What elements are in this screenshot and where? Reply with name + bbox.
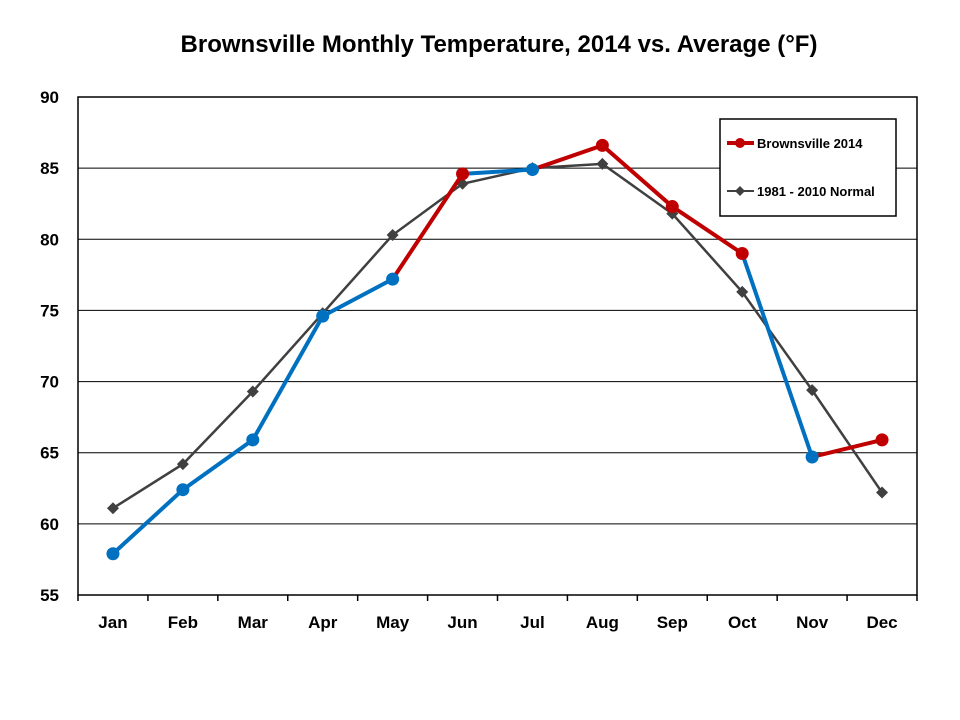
y-tick-label: 65 [40,444,59,463]
data-point-2014 [665,200,679,214]
data-point-2014 [456,167,470,181]
x-tick-label: Oct [728,613,757,632]
series-normal [106,157,889,515]
gridlines [78,167,917,525]
series-segment-2014 [670,204,745,256]
data-point-2014 [246,433,260,447]
x-tick-label: Jan [98,613,127,632]
series-line-normal [112,162,884,510]
data-point-2014 [805,450,819,464]
data-point-2014 [525,163,539,177]
series-segment-2014 [320,277,395,319]
legend: Brownsville 2014 1981 - 2010 Normal [719,118,897,217]
x-axis: Jan Feb Mar Apr May Jun Jul Aug Sep Oct Nov Dec [77,595,918,632]
series-2014 [106,138,889,561]
series-segment-2014 [250,314,325,442]
legend-marker-normal [735,186,745,196]
y-tick-label: 60 [40,515,59,534]
x-tick-label: Dec [866,613,897,632]
legend-box [719,118,897,217]
x-tick-label: Sep [657,613,688,632]
y-tick-label: 90 [40,88,59,107]
legend-label-normal: 1981 - 2010 Normal [757,184,875,199]
x-tick-label: Nov [796,613,829,632]
data-point-normal [736,285,749,298]
x-tick-label: Aug [586,613,619,632]
x-tick-label: Jul [520,613,545,632]
x-tick-label: Mar [238,613,269,632]
data-point-normal [176,458,189,471]
data-point-normal [806,384,819,397]
data-point-normal [876,486,889,499]
data-point-2014 [106,547,120,561]
y-tick-label: 70 [40,373,59,392]
y-axis: 55 60 65 70 75 80 85 90 [40,88,59,605]
data-point-normal [246,385,259,398]
data-point-2014 [735,247,749,261]
data-point-2014 [595,138,609,152]
y-tick-label: 75 [40,301,59,320]
x-tick-label: Apr [308,613,338,632]
series-segment-2014 [810,437,885,459]
data-point-normal [106,502,119,515]
data-point-2014 [316,309,330,323]
data-point-normal [386,229,399,242]
series-segment-2014 [390,171,465,282]
y-tick-label: 80 [40,230,59,249]
data-point-2014 [176,483,190,497]
chart-title: Brownsville Monthly Temperature, 2014 vs… [181,31,818,58]
series-segment-2014 [180,437,255,492]
series-segment-2014 [740,251,815,459]
data-point-2014 [386,272,400,286]
y-tick-label: 55 [40,586,59,605]
data-point-normal [596,157,609,170]
legend-marker-2014 [735,138,745,148]
series-segment-2014 [460,167,535,176]
x-tick-label: Feb [168,613,198,632]
data-point-2014 [875,433,889,447]
series-segment-2014 [530,143,605,172]
y-tick-label: 85 [40,159,59,178]
series-segment-2014 [110,487,185,556]
series-segment-2014 [600,143,675,209]
legend-label-2014: Brownsville 2014 [757,136,863,151]
x-tick-label: May [376,613,410,632]
x-tick-label: Jun [447,613,477,632]
